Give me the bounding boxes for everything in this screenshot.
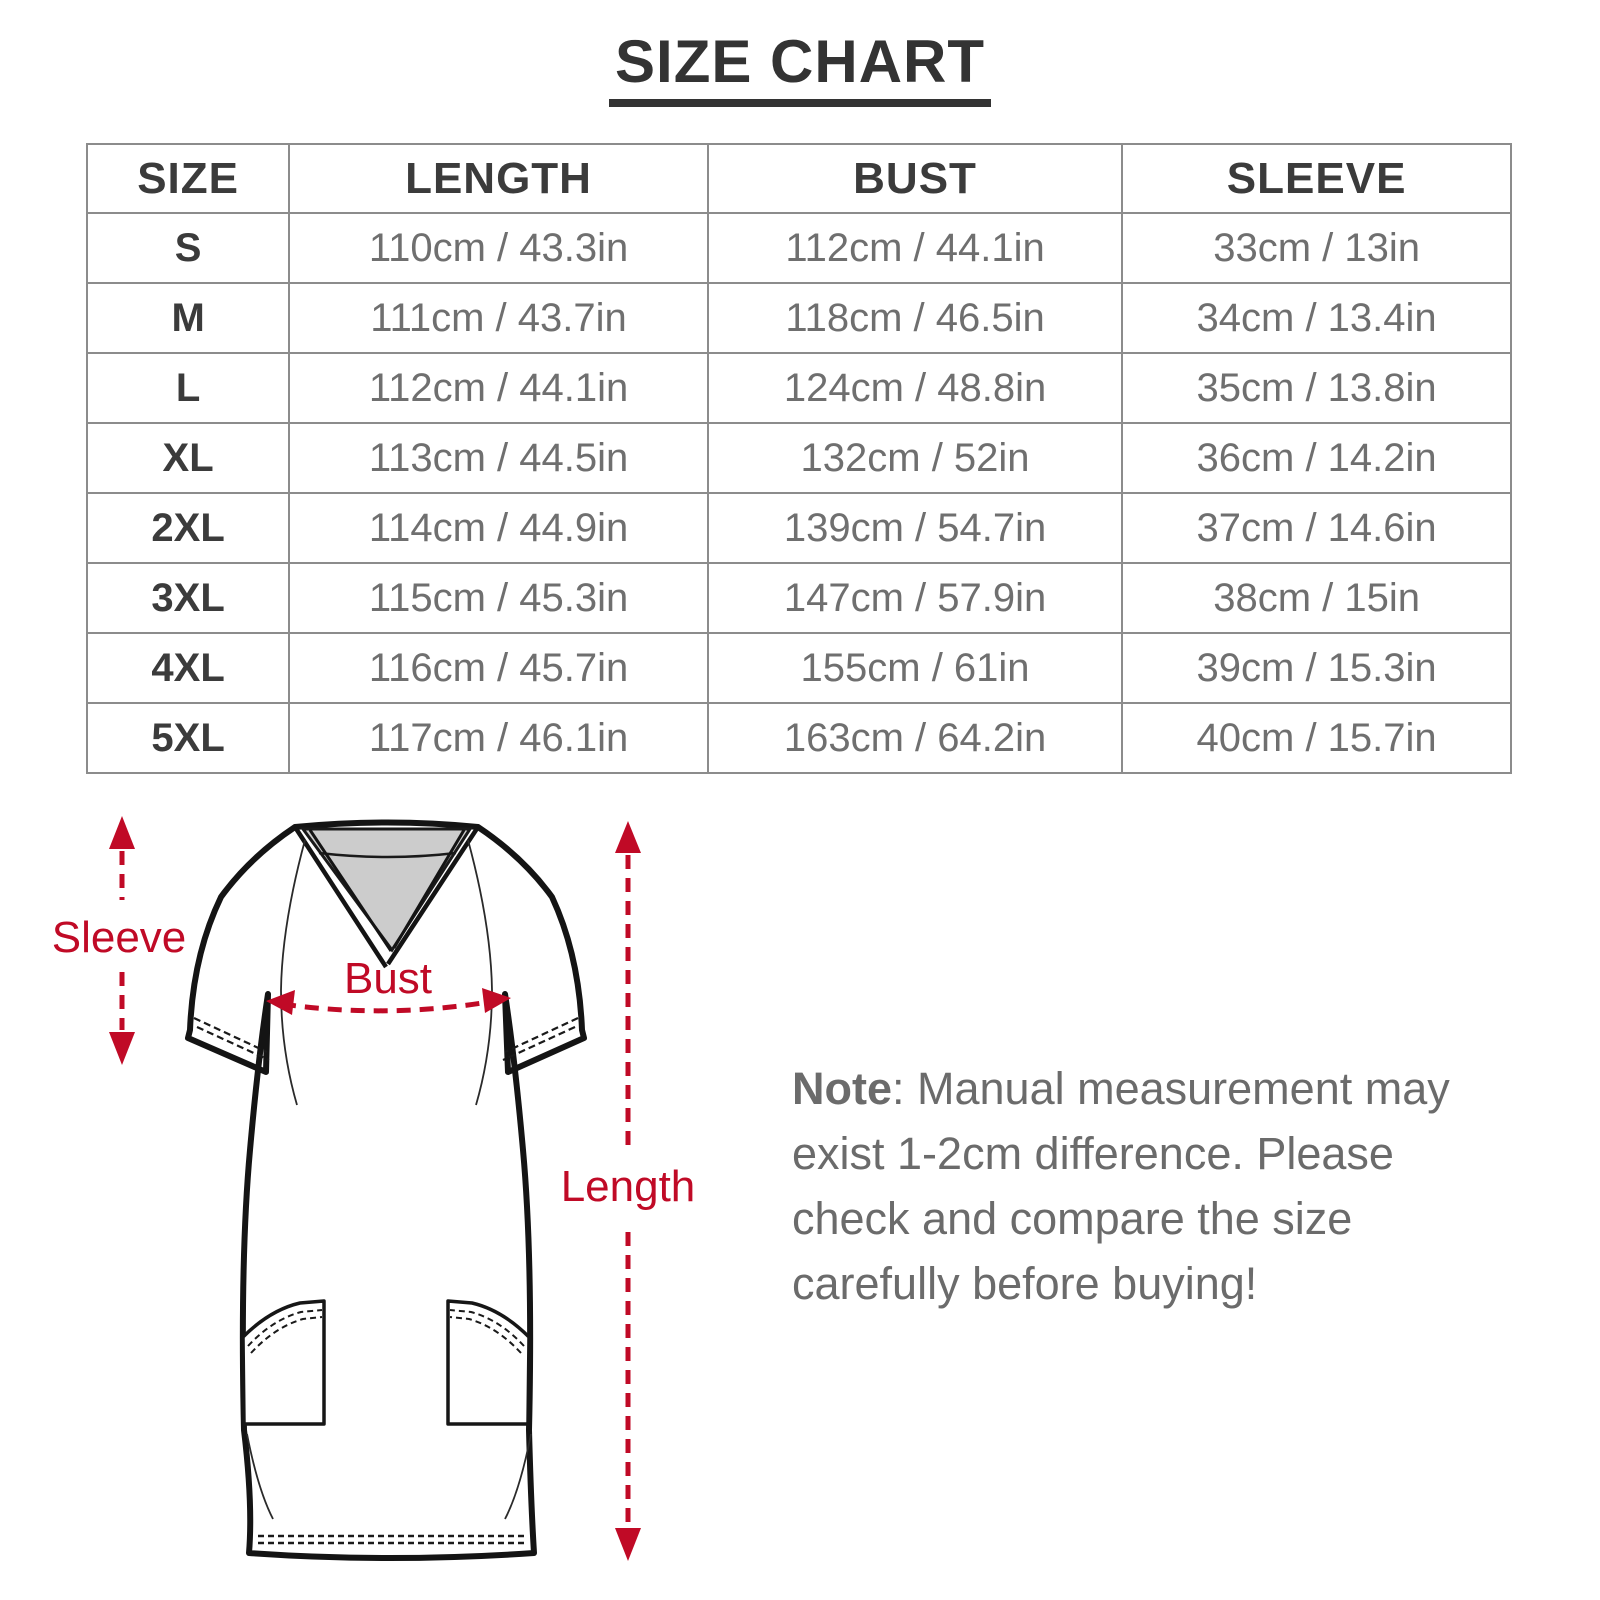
sleeve-cell: 39cm / 15.3in bbox=[1121, 632, 1512, 704]
bust-cell: 155cm / 61in bbox=[706, 632, 1124, 704]
sleeve-cell: 38cm / 15in bbox=[1121, 562, 1512, 634]
length-cell: 112cm / 44.1in bbox=[288, 352, 709, 424]
length-cell: 111cm / 43.7in bbox=[288, 282, 709, 354]
sleeve-cell: 35cm / 13.8in bbox=[1121, 352, 1512, 424]
bust-cell: 139cm / 54.7in bbox=[706, 492, 1124, 564]
sleeve-label: Sleeve bbox=[52, 913, 187, 962]
bust-cell: 147cm / 57.9in bbox=[706, 562, 1124, 634]
bust-cell: 118cm / 46.5in bbox=[706, 282, 1124, 354]
page-title: SIZE CHART bbox=[609, 30, 991, 107]
length-cell: 115cm / 45.3in bbox=[288, 562, 709, 634]
skirt-seam-right bbox=[504, 1433, 532, 1520]
measurement-note: Note: Manual measurement may exist 1-2cm… bbox=[792, 1056, 1460, 1316]
sleeve-cell: 34cm / 13.4in bbox=[1121, 282, 1512, 354]
bust-cell: 163cm / 64.2in bbox=[706, 702, 1124, 774]
length-label: Length bbox=[561, 1162, 696, 1211]
front-seam-right bbox=[467, 839, 493, 1106]
arrow-up-icon bbox=[615, 821, 641, 853]
arrow-down-icon bbox=[109, 1032, 135, 1065]
table-row: 4XL 116cm / 45.7in 155cm / 61in 39cm / 1… bbox=[85, 632, 1512, 704]
header-length: LENGTH bbox=[288, 143, 709, 214]
table-row: L 112cm / 44.1in 124cm / 48.8in 35cm / 1… bbox=[85, 352, 1512, 424]
cuff-stitch-left bbox=[193, 1017, 270, 1061]
size-cell: S bbox=[85, 212, 291, 284]
bust-label: Bust bbox=[344, 954, 432, 1003]
table-row: M 111cm / 43.7in 118cm / 46.5in 34cm / 1… bbox=[85, 282, 1512, 354]
table-row: XL 113cm / 44.5in 132cm / 52in 36cm / 14… bbox=[85, 422, 1512, 494]
bust-cell: 132cm / 52in bbox=[706, 422, 1124, 494]
sleeve-cell: 40cm / 15.7in bbox=[1121, 702, 1512, 774]
length-cell: 110cm / 43.3in bbox=[288, 212, 709, 284]
length-cell: 116cm / 45.7in bbox=[288, 632, 709, 704]
length-cell: 113cm / 44.5in bbox=[288, 422, 709, 494]
size-cell: L bbox=[85, 352, 291, 424]
arrow-right-icon bbox=[482, 988, 511, 1013]
size-cell: 5XL bbox=[85, 702, 291, 774]
length-measure-arrow: Length bbox=[561, 821, 696, 1561]
arrow-down-icon bbox=[615, 1528, 641, 1561]
collar-inner-left bbox=[308, 829, 393, 952]
sleeve-cell: 36cm / 14.2in bbox=[1121, 422, 1512, 494]
hem-stitch bbox=[258, 1534, 526, 1545]
table-row: S 110cm / 43.3in 112cm / 44.1in 33cm / 1… bbox=[85, 212, 1512, 284]
length-cell: 114cm / 44.9in bbox=[288, 492, 709, 564]
garment-measure-diagram: Sleeve Bust Length bbox=[52, 816, 696, 1561]
sleeve-measure-arrow: Sleeve bbox=[52, 816, 187, 1065]
collar-outer-left bbox=[293, 825, 388, 969]
front-seam-left bbox=[280, 839, 306, 1106]
table-row: 5XL 117cm / 46.1in 163cm / 64.2in 40cm /… bbox=[85, 702, 1512, 774]
table-header-row: SIZE LENGTH BUST SLEEVE bbox=[85, 143, 1512, 214]
sleeve-cell: 37cm / 14.6in bbox=[1121, 492, 1512, 564]
arrow-left-icon bbox=[266, 990, 295, 1015]
size-chart-table: SIZE LENGTH BUST SLEEVE S 110cm / 43.3in… bbox=[85, 143, 1512, 774]
skirt-seam-left bbox=[246, 1433, 274, 1520]
size-cell: 4XL bbox=[85, 632, 291, 704]
size-cell: M bbox=[85, 282, 291, 354]
bust-cell: 112cm / 44.1in bbox=[706, 212, 1124, 284]
bust-measure-arrow: Bust bbox=[266, 954, 511, 1015]
header-size: SIZE bbox=[85, 143, 291, 214]
dress-drawing bbox=[185, 819, 587, 1561]
collar-outer-right bbox=[386, 825, 480, 966]
pocket-stitch-left bbox=[247, 1309, 323, 1354]
table-row: 2XL 114cm / 44.9in 139cm / 54.7in 37cm /… bbox=[85, 492, 1512, 564]
note-label: Note bbox=[792, 1063, 892, 1114]
cuff-stitch-right bbox=[502, 1017, 579, 1061]
pocket-stitch-right bbox=[449, 1309, 525, 1354]
table-row: 3XL 115cm / 45.3in 147cm / 57.9in 38cm /… bbox=[85, 562, 1512, 634]
size-cell: 3XL bbox=[85, 562, 291, 634]
size-cell: 2XL bbox=[85, 492, 291, 564]
neck-back-seam bbox=[318, 851, 457, 859]
size-cell: XL bbox=[85, 422, 291, 494]
neck-back-panel bbox=[300, 827, 473, 953]
length-cell: 117cm / 46.1in bbox=[288, 702, 709, 774]
note-text: : Manual measurement may exist 1-2cm dif… bbox=[792, 1063, 1450, 1309]
page-title-wrap: SIZE CHART bbox=[0, 30, 1600, 107]
bust-cell: 124cm / 48.8in bbox=[706, 352, 1124, 424]
header-bust: BUST bbox=[706, 143, 1124, 214]
arrow-up-icon bbox=[109, 816, 135, 849]
collar-inner-right bbox=[392, 829, 466, 949]
header-sleeve: SLEEVE bbox=[1121, 143, 1512, 214]
sleeve-cell: 33cm / 13in bbox=[1121, 212, 1512, 284]
